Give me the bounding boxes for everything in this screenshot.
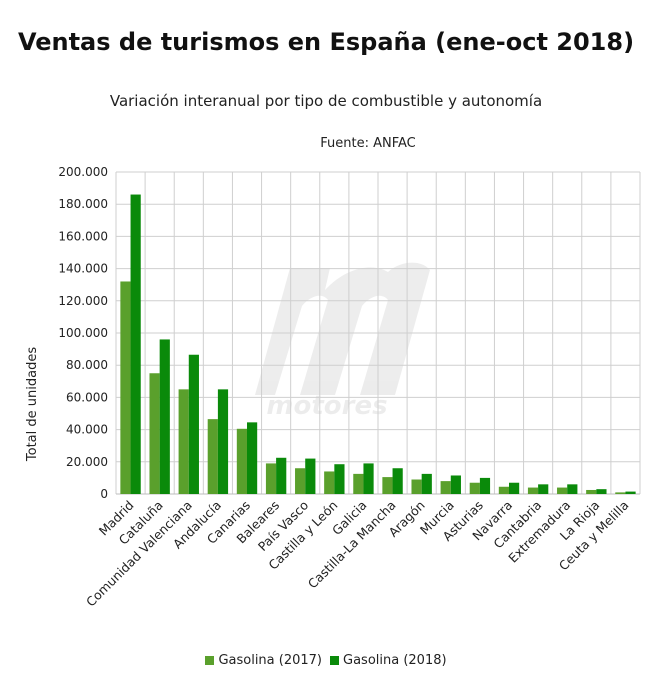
legend-item[interactable]: Gasolina (2017) bbox=[205, 653, 322, 668]
bar-2018 bbox=[479, 477, 491, 494]
chart-subtitle: Variación interanual por tipo de combust… bbox=[109, 92, 543, 110]
legend-swatch bbox=[205, 656, 215, 665]
bar-2017 bbox=[615, 492, 626, 494]
watermark-text: motores bbox=[266, 391, 387, 421]
bar-2018 bbox=[538, 484, 549, 494]
y-tick-label: 80.000 bbox=[66, 358, 108, 372]
bar-2018 bbox=[596, 489, 607, 494]
bar-2018 bbox=[625, 491, 636, 494]
bar-2018 bbox=[334, 464, 345, 494]
bar-2017 bbox=[178, 389, 189, 494]
bar-2017 bbox=[207, 419, 218, 494]
y-tick-label: 120.000 bbox=[58, 294, 108, 308]
bar-2017 bbox=[382, 477, 393, 494]
bar-2017 bbox=[440, 481, 451, 494]
bar-2017 bbox=[586, 489, 597, 494]
bar-2017 bbox=[265, 463, 277, 494]
bar-2018 bbox=[567, 484, 578, 494]
chart-source: Fuente: ANFAC bbox=[320, 136, 416, 151]
bar-2018 bbox=[450, 475, 461, 494]
y-tick-label: 20.000 bbox=[66, 455, 108, 469]
legend-label: Gasolina (2017) bbox=[218, 653, 322, 668]
bar-2017 bbox=[324, 471, 335, 494]
y-tick-label: 40.000 bbox=[66, 423, 108, 437]
y-axis-label: Total de unidades bbox=[25, 347, 40, 462]
bar-2017 bbox=[353, 473, 364, 494]
bar-2017 bbox=[236, 428, 247, 494]
bar-2017 bbox=[557, 487, 568, 494]
legend-item[interactable]: Gasolina (2018) bbox=[330, 653, 447, 668]
y-tick-label: 200.000 bbox=[58, 165, 108, 179]
y-tick-label: 0 bbox=[100, 487, 108, 501]
bar-2018 bbox=[305, 458, 316, 494]
legend: Gasolina (2017) Gasolina (2018) bbox=[0, 653, 652, 668]
y-tick-label: 100.000 bbox=[58, 326, 108, 340]
watermark-logo: motores bbox=[255, 262, 430, 421]
legend-label: Gasolina (2018) bbox=[343, 653, 447, 668]
y-tick-label: 160.000 bbox=[58, 229, 108, 243]
bar-2018 bbox=[217, 389, 229, 494]
bar-2018 bbox=[247, 422, 258, 494]
bar-2018 bbox=[509, 482, 520, 494]
y-tick-label: 60.000 bbox=[66, 390, 108, 404]
legend-swatch bbox=[330, 656, 339, 665]
bar-2018 bbox=[276, 457, 287, 494]
bar-2017 bbox=[469, 482, 480, 494]
bar-2018 bbox=[421, 473, 432, 494]
bar-2018 bbox=[392, 468, 403, 494]
bar-2017 bbox=[527, 487, 539, 494]
watermark-m-shape bbox=[255, 262, 430, 395]
bar-2018 bbox=[130, 194, 141, 495]
bar-2018 bbox=[363, 463, 374, 494]
bar-2017 bbox=[120, 281, 131, 494]
bar-2017 bbox=[149, 373, 160, 494]
bar-2017 bbox=[411, 479, 422, 494]
y-tick-label: 180.000 bbox=[58, 197, 108, 211]
bar-2017 bbox=[498, 486, 509, 494]
bar-2018 bbox=[159, 339, 170, 494]
chart-title: Ventas de turismos en España (ene-oct 20… bbox=[17, 28, 635, 56]
bar-2018 bbox=[188, 354, 199, 494]
y-tick-label: 140.000 bbox=[58, 262, 108, 276]
bar-2017 bbox=[295, 468, 306, 494]
